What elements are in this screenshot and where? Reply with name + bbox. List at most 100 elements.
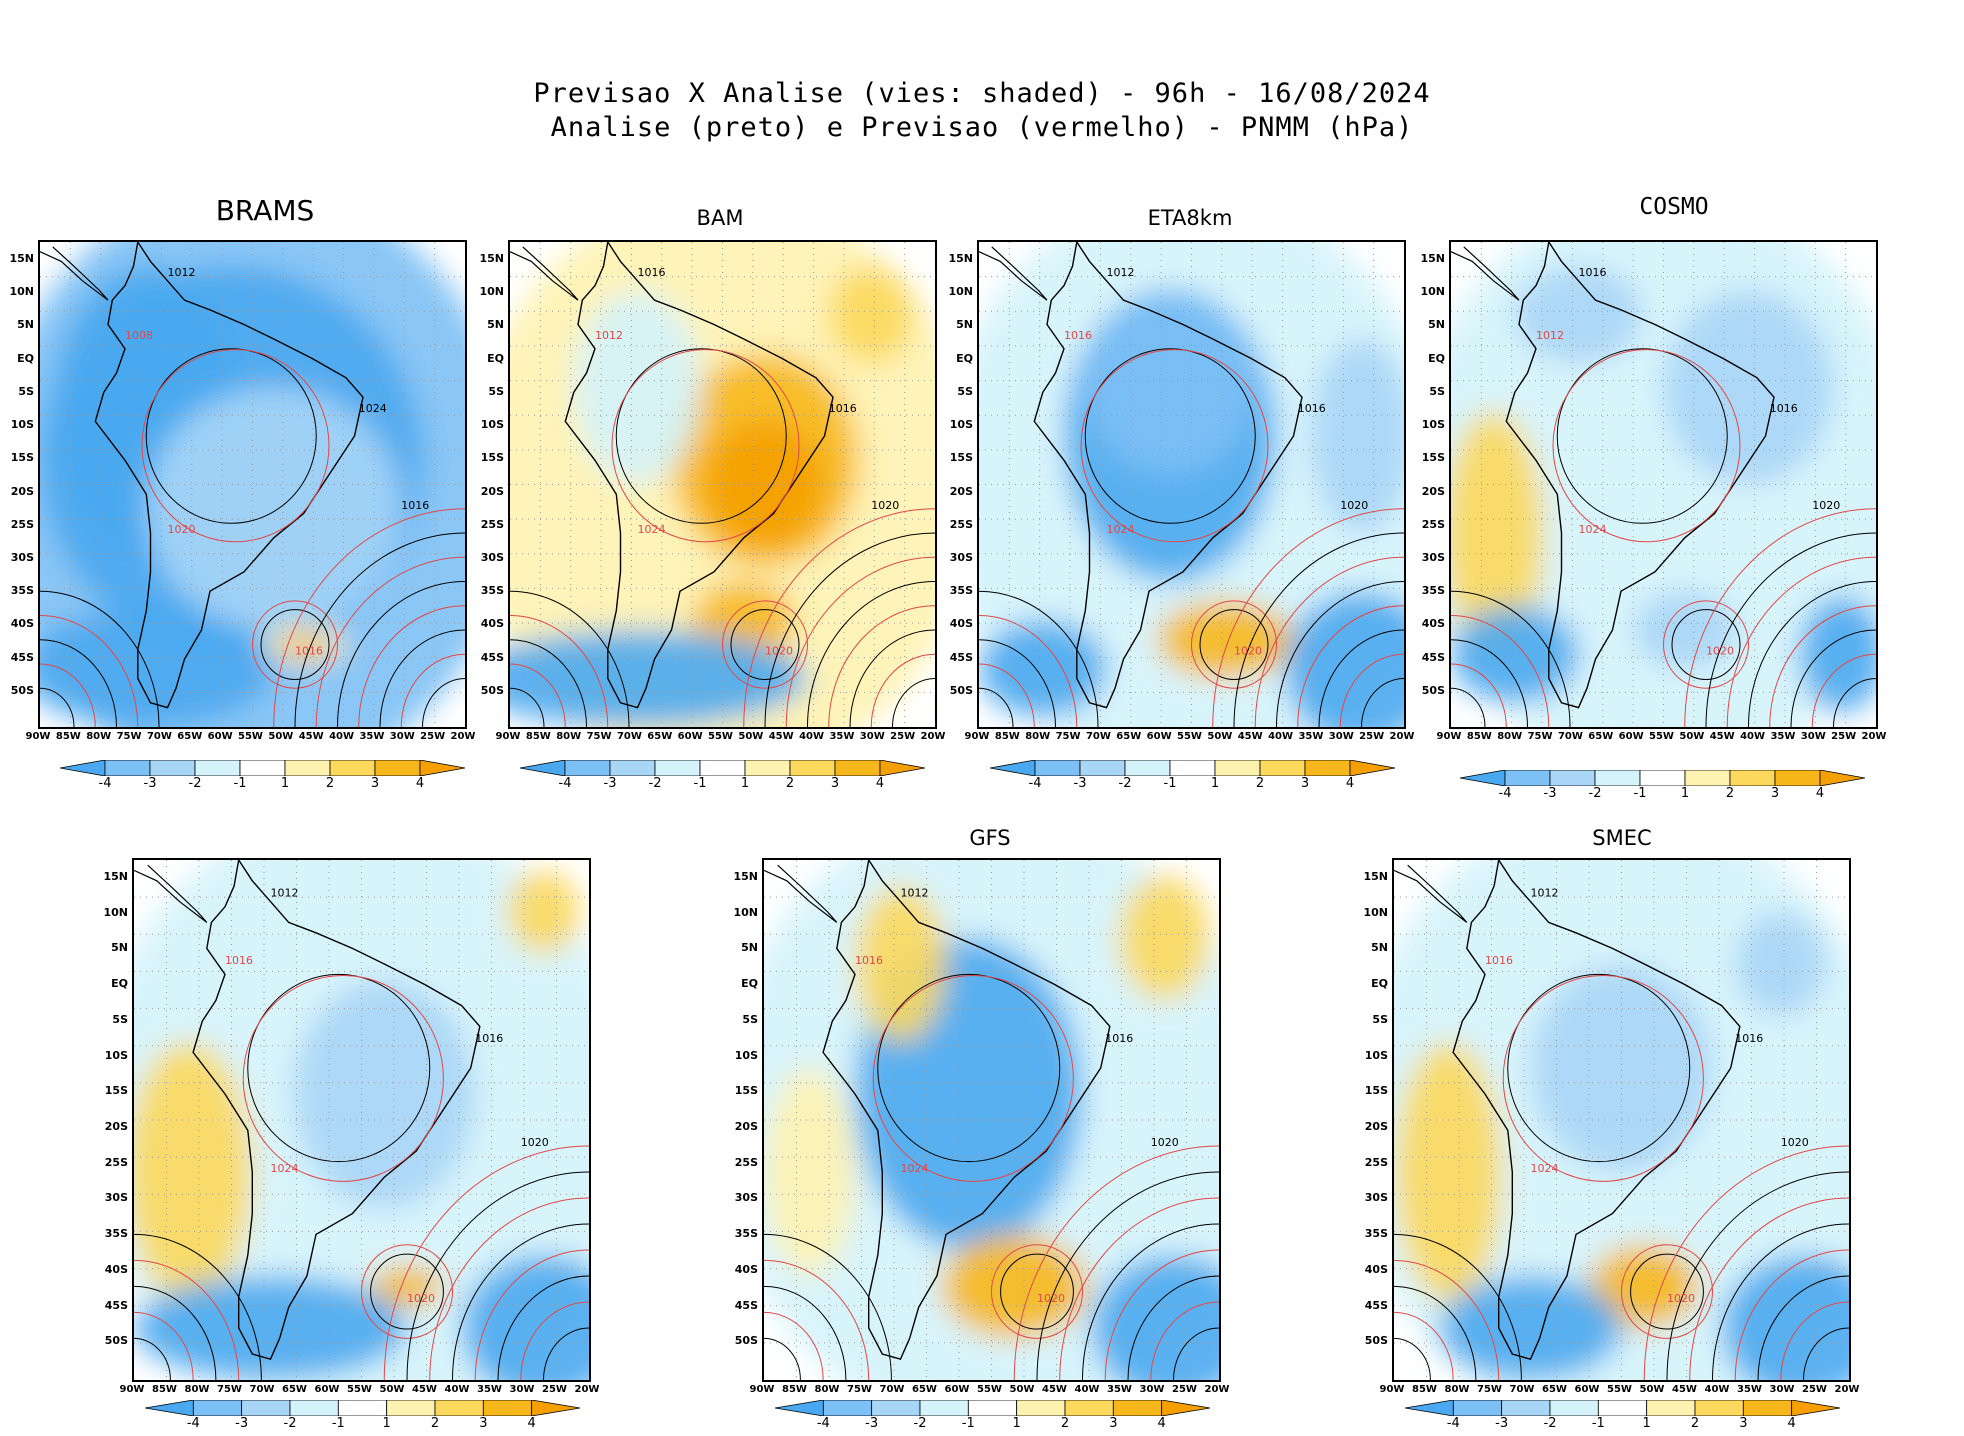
lon-label: 80W: [1497, 731, 1523, 742]
colorbar-segment: [1459, 769, 1506, 787]
lon-label: 60W: [1146, 731, 1172, 742]
lon-label: 50W: [379, 1384, 405, 1395]
lon-label: 85W: [1466, 731, 1492, 742]
lat-label: 20S: [1421, 484, 1445, 498]
coastline-south-america: [564, 242, 834, 709]
isobar-high-atlantic: [294, 532, 465, 727]
colorbar-segment: [609, 759, 656, 777]
colorbar-label: -2: [913, 1416, 927, 1431]
coastline-south-america: [822, 860, 1111, 1361]
lon-label: 65W: [1116, 731, 1142, 742]
colorbar-label: -2: [188, 776, 202, 791]
isobar-pacific: [1394, 1337, 1431, 1380]
isobar-high-atlantic: [1689, 1197, 1849, 1380]
colorbar-graphic: [1404, 1399, 1841, 1417]
isobar-label: 1024: [638, 523, 666, 536]
isobar-analysis: [730, 609, 800, 680]
colorbar-segment: [194, 759, 241, 777]
map-canvas-eta8km: 1012 1016 1020 1024 1016 1020: [979, 242, 1404, 727]
lat-label: 40S: [480, 617, 504, 631]
isobar-pacific: [134, 1259, 240, 1380]
isobar-high-atlantic: [1780, 1301, 1849, 1380]
isobar-label: 1024: [901, 1162, 929, 1175]
colorbar-label: 3: [830, 776, 840, 791]
isobar-high-atlantic: [1276, 581, 1404, 727]
colorbar-segment: [774, 1399, 824, 1417]
isobar-high-atlantic: [870, 653, 935, 727]
colorbar-label: -1: [1591, 1416, 1605, 1431]
colorbar-segment: [1594, 769, 1641, 787]
isobar-label: 1016: [1298, 402, 1326, 415]
lon-label: 55W: [977, 1384, 1002, 1395]
colorbar-graphic: [519, 759, 926, 777]
isobar-high-atlantic: [1684, 508, 1876, 727]
colorbar-label: -1: [961, 1416, 975, 1431]
lat-label: 15S: [1364, 1084, 1388, 1098]
colorbar-segment: [482, 1399, 533, 1417]
isobar-label: 1024: [1107, 523, 1135, 536]
colorbar-segment: [1034, 759, 1081, 777]
isobar-high-atlantic: [1769, 605, 1876, 727]
colorbar-label: -1: [1633, 786, 1647, 801]
colorbar-label: 4: [1787, 1416, 1796, 1431]
colorbar-label: 1: [1210, 776, 1220, 791]
bias-area: [573, 290, 702, 485]
colorbar-segment: [1639, 769, 1686, 787]
lat-label: 20S: [734, 1120, 758, 1133]
lon-label: 75W: [1477, 1384, 1502, 1395]
colorbar-graphic: [1459, 769, 1866, 787]
colorbar-label: -3: [603, 776, 617, 791]
lon-label: 40W: [1704, 1384, 1730, 1395]
isobar-pacific: [510, 663, 566, 727]
lon-label: 65W: [1588, 731, 1614, 742]
coastline-south-america: [1452, 860, 1741, 1361]
lat-label: 10N: [733, 905, 758, 919]
isobar-high-atlantic: [1013, 1145, 1219, 1380]
colorbar-segment: [879, 759, 926, 777]
lon-label: 55W: [1177, 731, 1202, 742]
lat-label: 15S: [480, 451, 504, 465]
lon-label: 75W: [1527, 731, 1553, 742]
lon-label: 60W: [1574, 1384, 1600, 1395]
colorbar-label: -3: [1495, 1416, 1509, 1431]
bias-area: [1721, 1255, 1849, 1380]
isobar-label: 1020: [871, 499, 899, 512]
colorbar-segment: [744, 759, 791, 777]
lat-label: 35S: [480, 584, 504, 598]
colorbar-segment: [1064, 1399, 1114, 1417]
colorbar-segment: [967, 1399, 1018, 1417]
lat-label: 5N: [111, 941, 128, 955]
lat-label: EQ: [741, 977, 758, 991]
colorbar-segment: [1112, 1399, 1163, 1417]
lon-label: 40W: [1074, 1384, 1100, 1395]
map-canvas-gfs: 1012 1016 1020 1024 1016 1020: [764, 860, 1219, 1380]
isobar-forecast: [361, 1244, 453, 1339]
coastline-central-america: [1451, 246, 1520, 301]
lon-label: 20W: [1861, 731, 1887, 742]
isobar-label: 1008: [125, 329, 153, 342]
bias-area: [1118, 875, 1210, 1001]
isobar-analysis: [1507, 973, 1691, 1163]
colorbar-segment: [241, 1399, 291, 1417]
bias-area: [293, 979, 476, 1209]
isobar-pacific: [1451, 614, 1550, 727]
lat-label: 10S: [480, 418, 504, 432]
lat-label: 30S: [949, 550, 973, 564]
lat-label: 50S: [104, 1334, 128, 1348]
lon-label: 90W: [964, 731, 990, 742]
isobar-pacific: [979, 663, 1035, 727]
colorbar-label: 4: [1157, 1416, 1166, 1431]
lat-label: 15S: [10, 451, 34, 465]
isobar-pacific: [134, 1311, 194, 1380]
lon-label: 25W: [542, 1384, 567, 1395]
lat-label: 30S: [1421, 550, 1445, 564]
lon-label: 85W: [152, 1384, 177, 1395]
lon-label: 20W: [450, 731, 476, 742]
lon-label: 70W: [616, 731, 642, 742]
lon-label: 35W: [477, 1384, 502, 1395]
lat-label: 20S: [10, 484, 34, 498]
lat-label: 10S: [1421, 418, 1445, 432]
isobar-label: 1016: [1485, 954, 1513, 967]
lon-label: 45W: [768, 731, 794, 742]
isobar-high-atlantic: [849, 629, 935, 727]
